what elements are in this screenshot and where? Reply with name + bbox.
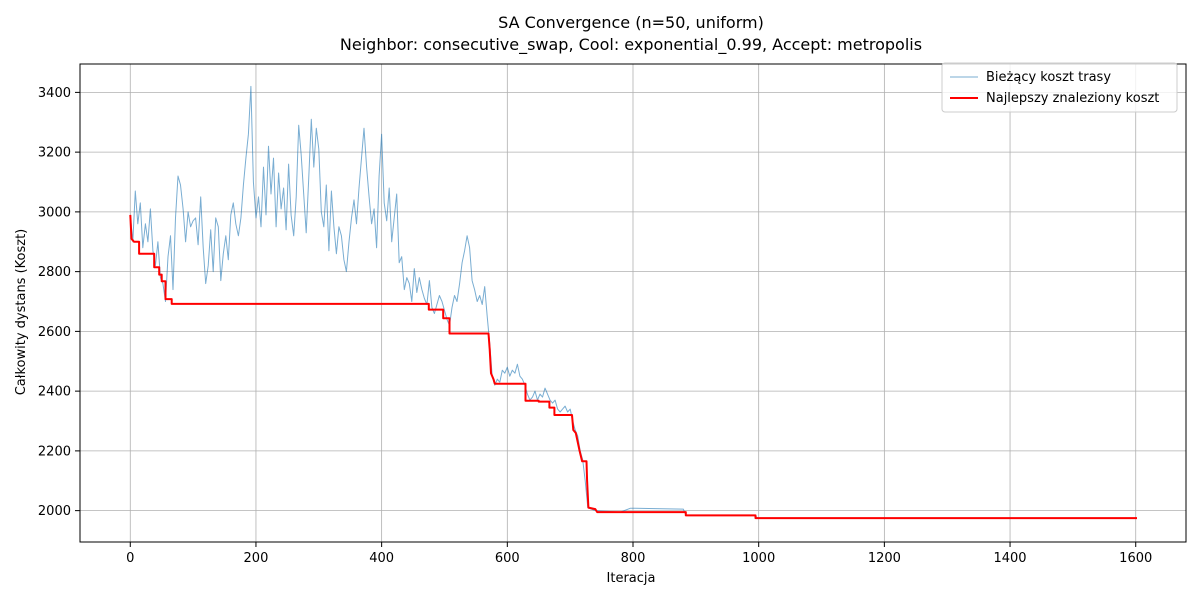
y-tick-label: 2000 (38, 504, 71, 519)
y-tick-label: 2400 (38, 385, 71, 400)
x-tick-label: 200 (244, 551, 269, 566)
x-tick-label: 1000 (742, 551, 775, 566)
series-line-best-cost (129, 214, 1137, 520)
series-line-current-cost (129, 85, 1136, 519)
y-tick-label: 3200 (38, 146, 71, 161)
y-axis-label: Całkowity dystans (Koszt) (14, 229, 29, 396)
legend-label-best-cost: Najlepszy znaleziony koszt (986, 91, 1159, 106)
y-tick-label: 2200 (38, 444, 71, 459)
y-axis: 2000 2200 2400 2600 2800 3000 3200 3400 (38, 86, 80, 519)
legend: Bieżący koszt trasy Najlepszy znaleziony… (941, 62, 1178, 113)
x-tick-label: 0 (126, 551, 134, 566)
y-tick-label: 3000 (38, 205, 71, 220)
legend-box (941, 62, 1178, 113)
x-tick-label: 1200 (868, 551, 901, 566)
y-tick-label: 2600 (38, 325, 71, 340)
legend-label-current-cost: Bieżący koszt trasy (986, 70, 1111, 85)
chart-subtitle: Neighbor: consecutive_swap, Cool: expone… (340, 35, 922, 55)
x-tick-label: 600 (495, 551, 520, 566)
x-axis: 0 200 400 600 800 1000 1200 1400 1600 (126, 542, 1152, 566)
x-tick-label: 400 (369, 551, 394, 566)
x-axis-label: Iteracja (607, 571, 656, 586)
x-tick-label: 1600 (1119, 551, 1152, 566)
y-tick-label: 3400 (38, 86, 71, 101)
chart-title: SA Convergence (n=50, uniform) (498, 13, 764, 32)
series-layer (129, 85, 1137, 520)
grid (80, 64, 1186, 542)
x-tick-label: 800 (621, 551, 646, 566)
y-tick-label: 2800 (38, 265, 71, 280)
x-tick-label: 1400 (993, 551, 1026, 566)
